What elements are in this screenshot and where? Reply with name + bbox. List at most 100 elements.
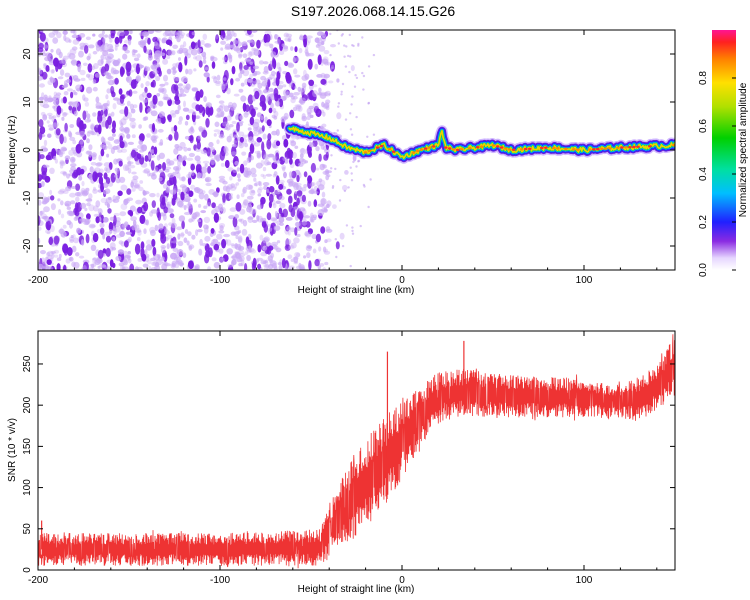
spectrogram-noise-point xyxy=(173,84,179,91)
spectrogram-noise-point xyxy=(178,215,186,222)
spectrogram-noise-point xyxy=(213,261,221,269)
spectrogram-noise-point xyxy=(111,91,116,98)
snr-ytick-label: 50 xyxy=(22,523,33,535)
spectrogram-noise-point xyxy=(131,53,138,58)
spectrogram-noise-point xyxy=(279,222,284,226)
spectrogram-noise-point xyxy=(198,60,203,68)
spectrogram-noise-point xyxy=(211,210,215,215)
spectrogram-noise-point xyxy=(347,54,350,58)
spectrogram-noise-point xyxy=(109,246,114,252)
spectrogram-noise-point xyxy=(129,263,135,270)
spectrogram-noise-point xyxy=(73,78,81,82)
spectrogram-noise-point xyxy=(241,151,247,156)
spectrogram-noise-point xyxy=(218,248,224,254)
colorbar-axes: 0.0 0.2 0.4 0.6 0.8 xyxy=(698,71,736,277)
spectrogram-noise-point xyxy=(159,212,167,217)
spectrogram-ridge-peak xyxy=(467,147,472,150)
spectrogram-noise-point xyxy=(38,215,41,226)
spectrogram-noise-point xyxy=(317,41,322,47)
spectrogram-ridge-peak xyxy=(672,144,675,147)
spectrogram-ytick-label: -10 xyxy=(22,190,33,205)
spectrogram-noise-point xyxy=(321,191,326,198)
spectrogram-noise-point xyxy=(303,215,311,219)
spectrogram-noise-point xyxy=(158,100,164,107)
spectrogram-noise-point xyxy=(246,157,251,164)
spectrogram-noise-point xyxy=(214,121,220,128)
spectrogram-noise-point xyxy=(227,167,234,172)
spectrogram-noise-point xyxy=(62,55,69,60)
spectrogram-noise-point xyxy=(203,43,210,47)
spectrogram-noise-point xyxy=(295,56,300,62)
spectrogram-noise-point xyxy=(238,47,244,51)
spectrogram-noise-point xyxy=(46,220,51,231)
spectrogram-noise-point xyxy=(195,229,199,237)
spectrogram-noise-point xyxy=(146,108,153,114)
spectrogram-noise-point xyxy=(275,76,280,87)
spectrogram-noise-point xyxy=(122,53,128,60)
spectrogram-ridge-peak xyxy=(447,147,452,150)
spectrogram-noise-point xyxy=(90,244,97,251)
spectrogram-noise-point xyxy=(112,103,117,110)
spectrogram-noise-point xyxy=(62,264,67,270)
spectrogram-noise-point xyxy=(62,96,67,104)
spectrogram-noise-point xyxy=(156,93,161,97)
spectrogram-noise-point xyxy=(156,37,161,42)
spectrogram-noise-point xyxy=(70,200,76,205)
spectrogram-noise-point xyxy=(145,81,150,87)
spectrogram-noise-point xyxy=(231,143,237,148)
spectrogram-noise-point xyxy=(226,30,232,36)
spectrogram-noise-point xyxy=(261,102,267,112)
snr-ylabel: SNR (10 * v/v) xyxy=(7,418,18,482)
spectrogram-ridge-peak xyxy=(363,151,368,154)
spectrogram-noise-point xyxy=(272,107,277,114)
spectrogram-noise-point xyxy=(282,156,288,162)
spectrogram-noise-point xyxy=(222,121,229,127)
spectrogram-noise-point xyxy=(48,32,56,38)
spectrogram-noise-point xyxy=(286,188,292,195)
spectrogram-ridge-peak xyxy=(507,148,512,151)
spectrogram-noise-point xyxy=(105,94,109,100)
spectrogram-noise-point xyxy=(335,241,340,250)
spectrogram-noise-point xyxy=(144,155,149,162)
spectrogram-ridge-peak xyxy=(608,147,612,150)
spectrogram-noise-point xyxy=(109,216,115,221)
spectrogram-noise-point xyxy=(126,112,132,119)
spectrogram-noise-point xyxy=(115,195,121,200)
spectrogram-noise-point xyxy=(130,149,137,158)
spectrogram-noise-point xyxy=(295,265,302,270)
spectrogram-noise-point xyxy=(174,131,179,141)
spectrogram-noise-point xyxy=(119,126,125,132)
spectrogram-noise-point xyxy=(255,181,259,187)
spectrogram-noise-point xyxy=(175,76,180,82)
spectrogram-noise-point xyxy=(103,182,109,189)
spectrogram-noise-point xyxy=(216,233,223,240)
spectrogram-noise-point xyxy=(253,183,258,187)
spectrogram-noise-point xyxy=(102,217,109,223)
spectrogram-noise-point xyxy=(299,35,304,41)
spectrogram-noise-point xyxy=(143,168,150,174)
spectrogram-noise-point xyxy=(144,248,148,255)
spectrogram-ridge-peak xyxy=(604,147,608,150)
spectrogram-noise-point xyxy=(150,257,156,262)
spectrogram-noise-point xyxy=(350,65,355,72)
spectrogram-noise-point xyxy=(247,203,253,210)
spectrogram-noise-point xyxy=(62,30,68,35)
spectrogram-noise-point xyxy=(122,164,129,172)
spectrogram-noise-point xyxy=(101,264,107,268)
spectrogram-noise-point xyxy=(261,149,266,160)
spectrogram-noise-point xyxy=(236,47,242,54)
spectrogram-noise-point xyxy=(257,244,262,253)
spectrogram-noise-point xyxy=(285,91,291,98)
spectrogram-noise-point xyxy=(56,105,62,115)
spectrogram-noise-point xyxy=(213,155,218,160)
spectrogram-noise-point xyxy=(262,133,267,140)
spectrogram-noise-point xyxy=(282,166,286,172)
spectrogram-noise-point xyxy=(288,195,293,204)
spectrogram-noise-point xyxy=(249,249,257,254)
spectrogram-noise-point xyxy=(178,116,183,122)
spectrogram-ridge-peak xyxy=(459,148,464,151)
spectrogram-noise-point xyxy=(172,69,177,76)
spectrogram-noise-point xyxy=(133,220,137,227)
spectrogram-noise-point xyxy=(234,160,239,166)
spectrogram-noise-point xyxy=(339,232,345,240)
